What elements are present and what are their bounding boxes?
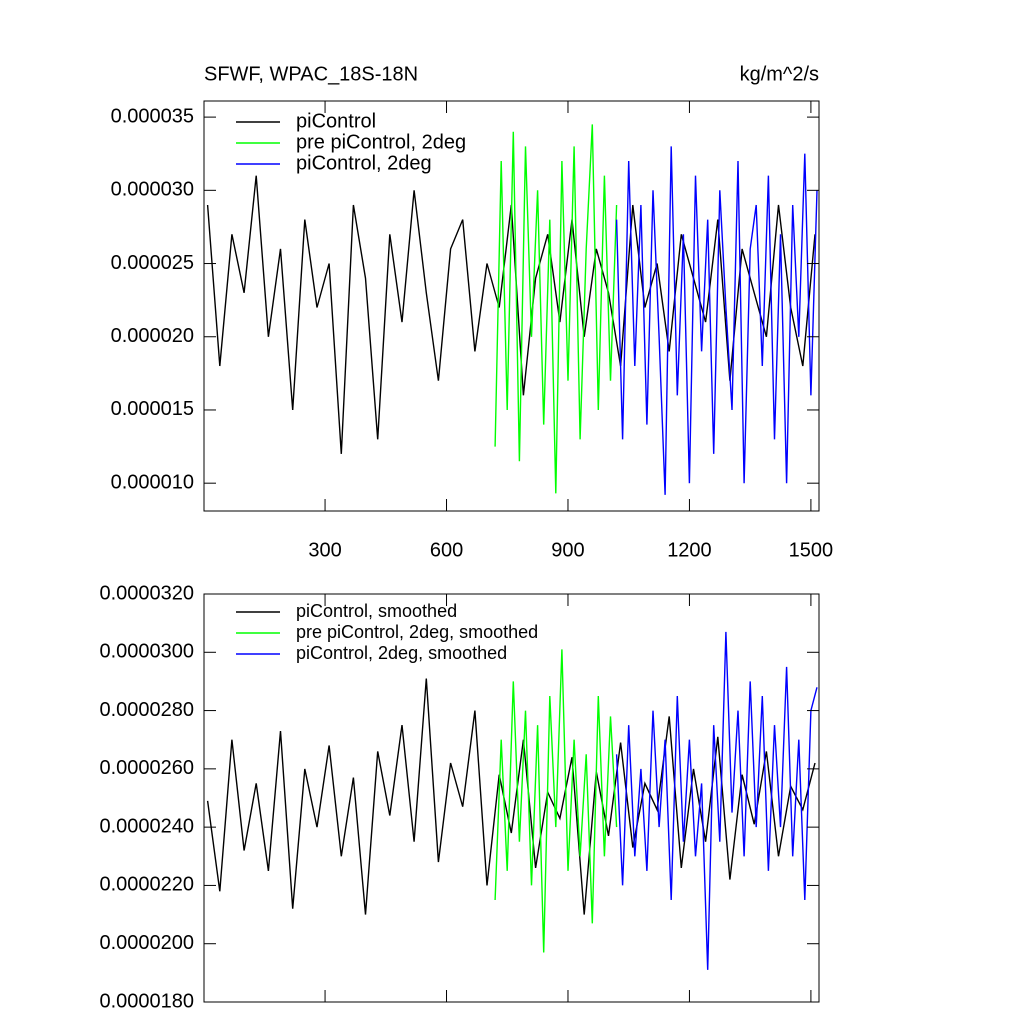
y-tick-label: 0.000030 xyxy=(111,179,194,201)
y-tick-label: 0.0000280 xyxy=(99,699,194,721)
x-tick-label: 1200 xyxy=(667,539,712,561)
legend-label: pre piControl, 2deg xyxy=(296,131,466,153)
y-tick-label: 0.000035 xyxy=(111,105,194,127)
plot-frame xyxy=(203,593,820,1003)
legend-label: piControl, 2deg, smoothed xyxy=(296,643,507,663)
legend-label: pre piControl, 2deg, smoothed xyxy=(296,622,538,642)
units-label: kg/m^2/s xyxy=(740,63,819,85)
series-line xyxy=(494,649,618,953)
y-tick-label: 0.0000220 xyxy=(99,874,194,896)
y-tick-label: 0.000020 xyxy=(111,325,194,347)
y-tick-label: 0.000015 xyxy=(111,398,194,420)
y-tick-label: 0.0000300 xyxy=(99,641,194,663)
legend-label: piControl xyxy=(296,110,376,132)
plot-frame xyxy=(203,100,820,512)
y-tick-label: 0.0000260 xyxy=(99,757,194,779)
y-tick-label: 0.000010 xyxy=(111,471,194,493)
y-tick-label: 0.0000320 xyxy=(99,582,194,604)
y-tick-label: 0.000025 xyxy=(111,252,194,274)
y-tick-label: 0.0000180 xyxy=(99,990,194,1012)
x-tick-label: 1500 xyxy=(789,539,834,561)
legend-label: piControl, 2deg xyxy=(296,152,432,174)
series-line xyxy=(494,124,618,494)
x-tick-label: 300 xyxy=(308,539,341,561)
chart-title: SFWF, WPAC_18S-18N xyxy=(204,63,418,85)
legend-label: piControl, smoothed xyxy=(296,601,457,621)
y-tick-label: 0.0000200 xyxy=(99,932,194,954)
series-line xyxy=(206,678,816,915)
y-tick-label: 0.0000240 xyxy=(99,815,194,837)
x-tick-label: 600 xyxy=(430,539,463,561)
series-line xyxy=(615,146,818,495)
x-tick-label: 900 xyxy=(551,539,584,561)
series-line xyxy=(615,631,818,970)
